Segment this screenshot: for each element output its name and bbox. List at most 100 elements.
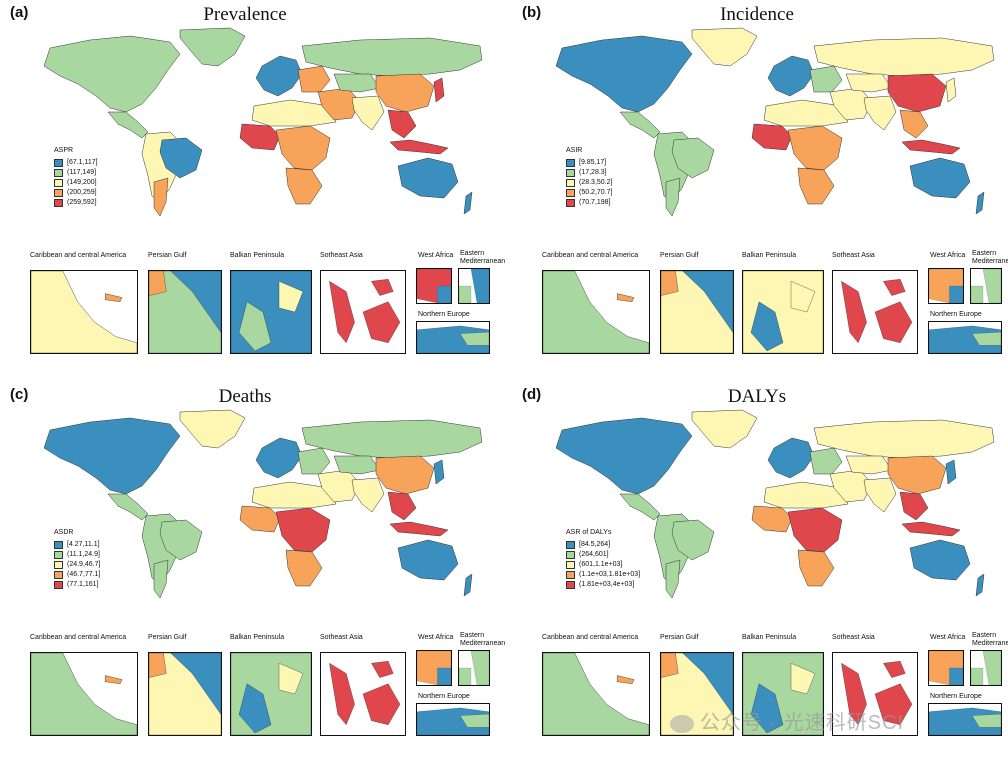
panel-label: (a) — [10, 4, 29, 21]
inset-region — [371, 660, 394, 678]
legend-item: (601,1.1e+03] — [566, 560, 640, 570]
inset-box-northeu — [416, 321, 490, 354]
inset-label-caribbean: Caribbean and central America — [30, 634, 127, 641]
panel-dalys: (d) DALYs ASR of DALYs [84.5,264] (264,601] (… — [512, 382, 1008, 754]
region-eu-east — [297, 65, 331, 93]
inset-region — [616, 675, 635, 684]
inset-label-eastmed: Eastern Mediterranean — [460, 250, 506, 265]
inset-map-persian — [661, 653, 733, 735]
region-seasia — [387, 491, 417, 521]
inset-label-balkan: Balkan Peninsula — [230, 634, 285, 641]
region-aus — [909, 539, 971, 581]
inset-label-sotheast: Sotheast Asia — [320, 634, 363, 641]
legend-label: (259,592] — [67, 199, 97, 206]
inset-region — [149, 653, 167, 678]
inset-region — [743, 271, 823, 353]
region-brazil — [671, 519, 715, 561]
region-russia — [813, 419, 995, 459]
inset-region — [883, 278, 906, 296]
legend-title: ASPR — [54, 147, 74, 154]
region-japan — [433, 77, 445, 103]
region-china — [887, 73, 947, 113]
region-japan — [945, 77, 957, 103]
inset-box-westafrica — [416, 268, 452, 304]
legend-swatch — [566, 159, 575, 167]
legend-item: (200,259] — [54, 188, 98, 198]
inset-box-caribbean — [542, 270, 650, 354]
inset-region — [170, 271, 221, 333]
inset-box-balkan — [742, 652, 824, 736]
region-ca — [619, 111, 661, 139]
region-africa-n — [763, 99, 849, 127]
inset-region — [543, 653, 649, 735]
panel-title: Prevalence — [203, 4, 287, 25]
legend-swatch — [566, 551, 575, 559]
inset-map-persian — [149, 653, 221, 735]
region-arg — [665, 559, 681, 599]
legend-item: (46.7,77.1] — [54, 570, 100, 580]
region-centasia — [845, 73, 893, 93]
region-eu — [767, 55, 815, 97]
inset-region — [883, 660, 906, 678]
inset-region — [417, 325, 489, 353]
region-na — [43, 35, 181, 113]
inset-region — [841, 280, 867, 344]
inset-box-westafrica — [928, 650, 964, 686]
region-africa-c — [787, 125, 843, 171]
inset-map-caribbean — [31, 653, 137, 735]
legend-item: (70.7,198] — [566, 198, 612, 208]
legend-item: (1.81e+03,4e+03] — [566, 580, 640, 590]
region-india — [351, 95, 385, 131]
legend-swatch — [54, 169, 63, 177]
inset-region — [170, 653, 221, 715]
inset-region — [971, 667, 984, 685]
region-africa-c — [275, 125, 331, 171]
inset-label-caribbean: Caribbean and central America — [542, 252, 639, 259]
region-eu-east — [809, 65, 843, 93]
map-legend: ASDR [4.27,11.1] (11.1,24.9] (24.9,46.7] (46… — [54, 528, 100, 590]
legend-item: [84.5,264] — [566, 540, 640, 550]
panel-title: DALYs — [727, 386, 787, 407]
region-indo — [389, 521, 449, 537]
inset-region — [149, 271, 167, 296]
region-ca — [619, 493, 661, 521]
inset-box-caribbean — [30, 652, 138, 736]
inset-box-eastmed — [458, 650, 490, 686]
inset-region — [661, 653, 679, 678]
inset-box-balkan — [230, 270, 312, 354]
region-eu-east — [297, 447, 331, 475]
region-africa-c — [787, 507, 843, 553]
inset-map-persian — [149, 271, 221, 353]
region-eu — [255, 55, 303, 97]
inset-region — [750, 683, 784, 734]
inset-region — [329, 280, 355, 344]
inset-region — [278, 280, 304, 313]
inset-region — [278, 662, 304, 695]
inset-region — [329, 662, 355, 726]
inset-map-balkan — [231, 653, 311, 735]
world-map — [555, 27, 995, 217]
inset-map-caribbean — [543, 271, 649, 353]
inset-box-eastmed — [970, 650, 1002, 686]
inset-region — [460, 331, 489, 346]
legend-swatch — [566, 199, 575, 207]
panel-prevalence: (a) Prevalence ASPR [67.1,117] (117,149] (149… — [0, 0, 505, 372]
legend-swatch — [54, 581, 63, 589]
region-russia — [301, 37, 483, 77]
region-africa-n — [763, 481, 849, 509]
region-africa-s — [797, 167, 835, 205]
inset-map-caribbean — [543, 653, 649, 735]
inset-region — [104, 675, 123, 684]
inset-label-caribbean: Caribbean and central America — [542, 634, 639, 641]
legend-label: (1.81e+03,4e+03] — [579, 581, 635, 588]
legend-swatch — [54, 159, 63, 167]
inset-region — [949, 667, 963, 685]
watermark-text: 公众号 · 光速科研SCI — [700, 712, 905, 734]
inset-region — [371, 278, 394, 296]
legend-item: (259,592] — [54, 198, 98, 208]
inset-map-westafrica — [417, 651, 451, 685]
legend-swatch — [54, 571, 63, 579]
region-africa-w — [751, 123, 793, 151]
inset-box-eastmed — [970, 268, 1002, 304]
region-aus — [397, 539, 459, 581]
